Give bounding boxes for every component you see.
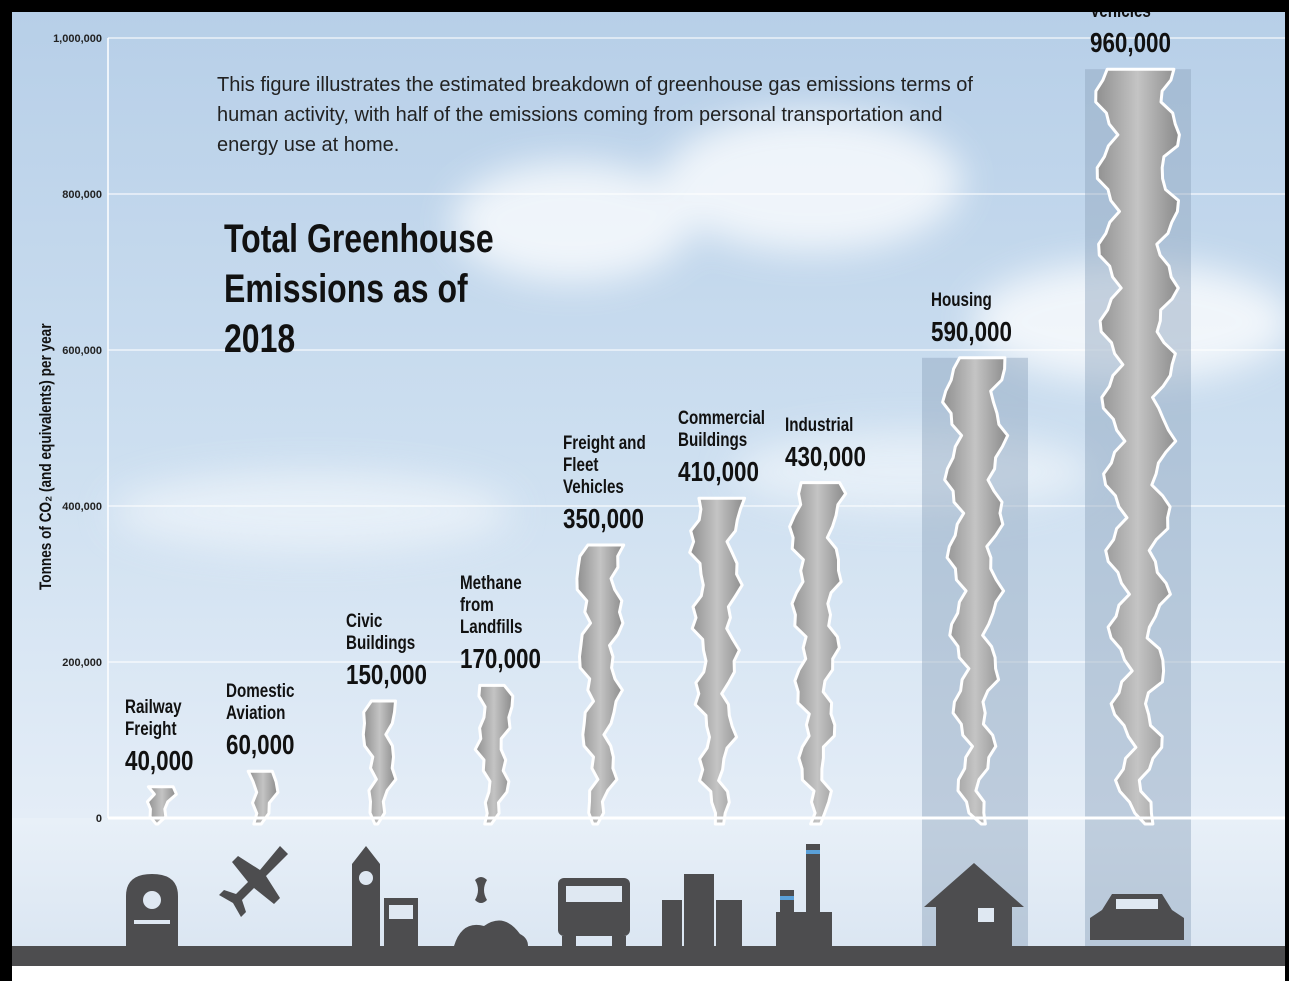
bar-label: Industrial 430,000 <box>785 415 881 473</box>
plume <box>941 356 1010 826</box>
building-icon <box>684 874 714 946</box>
bar-label: Railway Freight 40,000 <box>125 697 221 777</box>
value-label: 960,000 <box>1090 27 1171 59</box>
category-label: Railway Freight <box>125 696 182 740</box>
bar-label: Personal Vehicles 960,000 <box>1090 12 1218 59</box>
bar-label: Housing 590,000 <box>931 290 1027 348</box>
category-label: Methane from Landfills <box>460 573 523 639</box>
value-label: 60,000 <box>226 729 295 761</box>
ground-bg <box>12 818 1285 946</box>
plume <box>575 543 626 826</box>
chart-title: Total Greenhouse Emissions as of 2018 <box>224 217 494 361</box>
sky <box>12 12 1285 818</box>
chart-area: 0 200,000 400,000 600,000 800,000 1,000,000 T… <box>12 12 1285 981</box>
bar-label: Domestic Aviation 60,000 <box>226 681 322 761</box>
tower-icon <box>352 846 380 946</box>
bar-label: Methane from Landfills 170,000 <box>460 573 556 675</box>
bar-label: Civic Buildings 150,000 <box>346 611 442 691</box>
y-tick-label: 800,000 <box>62 189 102 201</box>
car-icon <box>1090 894 1184 940</box>
value-label: 40,000 <box>125 744 194 776</box>
plane-icon <box>219 846 288 917</box>
value-label: 170,000 <box>460 643 541 675</box>
category-label: Civic Buildings <box>346 611 416 654</box>
plume <box>473 683 515 826</box>
icons <box>126 844 1184 946</box>
value-label: 430,000 <box>785 440 866 472</box>
category-label: Housing <box>931 289 992 311</box>
subtitle: This figure illustrates the estimated br… <box>217 74 973 156</box>
y-tick-label: 600,000 <box>62 345 102 357</box>
building-icon <box>662 900 682 946</box>
house-icon <box>924 863 1024 946</box>
plume <box>688 496 747 826</box>
value-label: 410,000 <box>678 456 759 488</box>
apple-icon <box>475 877 487 903</box>
plume <box>1094 67 1181 826</box>
y-tick-label: 0 <box>96 813 102 825</box>
category-label: Personal Vehicles <box>1090 12 1218 23</box>
ground-strip <box>12 946 1285 966</box>
y-tick-label: 1,000,000 <box>53 33 102 45</box>
train-icon <box>126 874 178 946</box>
plumes <box>145 67 1181 826</box>
y-tick-label: 400,000 <box>62 501 102 513</box>
factory-icon <box>776 912 832 946</box>
category-label: Domestic Aviation <box>226 681 295 725</box>
y-tick-label: 200,000 <box>62 657 102 669</box>
y-axis-label: Tonnes of CO₂ (and equivalents) per year <box>36 323 55 590</box>
building-icon <box>716 900 742 946</box>
value-label: 590,000 <box>931 315 1012 347</box>
category-label: Industrial <box>785 414 854 436</box>
chart: 0 200,000 400,000 600,000 800,000 1,000,000 <box>12 12 1285 966</box>
plume <box>361 699 398 826</box>
bar-label: Commercial Buildings 410,000 <box>678 408 774 488</box>
plume <box>246 769 280 826</box>
landfill-icon <box>454 920 528 946</box>
value-label: 150,000 <box>346 659 427 690</box>
value-label: 350,000 <box>563 503 644 534</box>
category-label: Commercial Buildings <box>678 408 766 452</box>
plume <box>788 481 848 826</box>
bar-label: Freight and Fleet Vehicles 350,000 <box>563 433 659 535</box>
category-label: Freight and Fleet Vehicles <box>563 433 646 498</box>
